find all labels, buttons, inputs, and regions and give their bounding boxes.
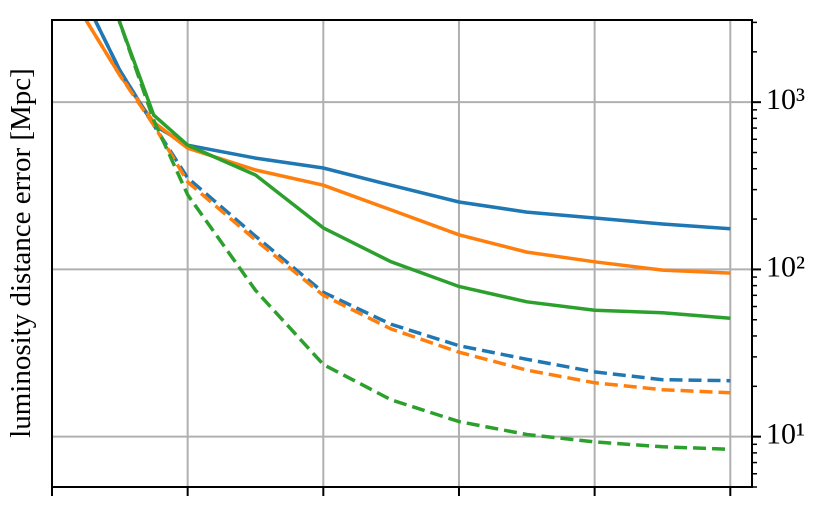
line (117, 20, 731, 452)
line (84, 20, 731, 395)
y-tick-label: 10¹ (766, 418, 805, 451)
y-tick-label: 10² (766, 250, 805, 283)
y-tick-label: 10³ (766, 83, 805, 116)
axes-frame (51, 19, 753, 488)
line (93, 20, 731, 383)
line (93, 20, 731, 231)
line (117, 20, 731, 321)
plot-area (84, 20, 731, 452)
y-axis-label: luminosity distance error [Mpc] (5, 68, 37, 438)
line (84, 20, 731, 275)
